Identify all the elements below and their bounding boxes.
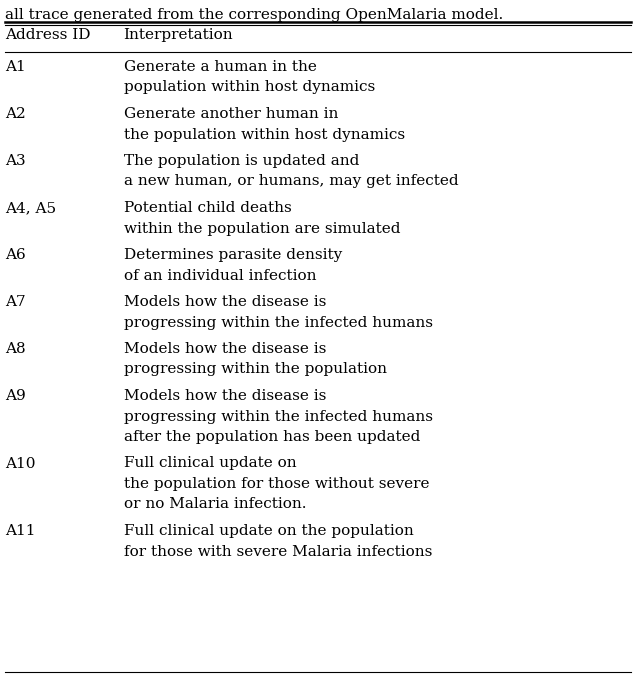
Text: the population for those without severe: the population for those without severe — [124, 477, 429, 491]
Text: Determines parasite density: Determines parasite density — [124, 248, 342, 262]
Text: the population within host dynamics: the population within host dynamics — [124, 128, 404, 141]
Text: after the population has been updated: after the population has been updated — [124, 430, 420, 444]
Text: Generate a human in the: Generate a human in the — [124, 60, 316, 74]
Text: Full clinical update on the population: Full clinical update on the population — [124, 524, 413, 538]
Text: Interpretation: Interpretation — [124, 28, 233, 42]
Text: progressing within the infected humans: progressing within the infected humans — [124, 409, 432, 424]
Text: all trace generated from the corresponding OpenMalaria model.: all trace generated from the correspondi… — [5, 8, 503, 22]
Text: progressing within the population: progressing within the population — [124, 362, 387, 377]
Text: A9: A9 — [5, 389, 26, 403]
Text: A11: A11 — [5, 524, 36, 538]
Text: The population is updated and: The population is updated and — [124, 154, 359, 168]
Text: population within host dynamics: population within host dynamics — [124, 81, 375, 95]
Text: Models how the disease is: Models how the disease is — [124, 295, 326, 309]
Text: Generate another human in: Generate another human in — [124, 107, 338, 121]
Text: Models how the disease is: Models how the disease is — [124, 342, 326, 356]
Text: A7: A7 — [5, 295, 26, 309]
Text: A8: A8 — [5, 342, 26, 356]
Text: A1: A1 — [5, 60, 26, 74]
Text: of an individual infection: of an individual infection — [124, 268, 316, 282]
Text: A2: A2 — [5, 107, 26, 121]
Text: Full clinical update on: Full clinical update on — [124, 457, 296, 471]
Text: for those with severe Malaria infections: for those with severe Malaria infections — [124, 544, 432, 558]
Text: Models how the disease is: Models how the disease is — [124, 389, 326, 403]
Text: A4, A5: A4, A5 — [5, 201, 56, 215]
Text: Potential child deaths: Potential child deaths — [124, 201, 292, 215]
Text: Address ID: Address ID — [5, 28, 91, 42]
Text: A3: A3 — [5, 154, 26, 168]
Text: a new human, or humans, may get infected: a new human, or humans, may get infected — [124, 175, 458, 188]
Text: progressing within the infected humans: progressing within the infected humans — [124, 315, 432, 330]
Text: A10: A10 — [5, 457, 36, 471]
Text: within the population are simulated: within the population are simulated — [124, 221, 400, 235]
Text: A6: A6 — [5, 248, 26, 262]
Text: or no Malaria infection.: or no Malaria infection. — [124, 497, 306, 511]
